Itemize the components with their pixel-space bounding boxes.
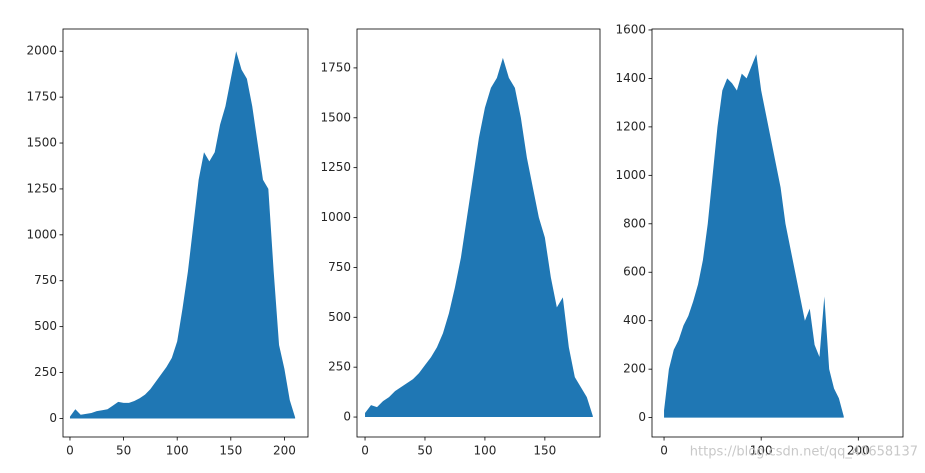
y-tick-label: 1500 (320, 110, 351, 124)
x-tick-label: 0 (66, 444, 74, 458)
x-tick-label: 100 (473, 444, 496, 458)
y-tick-label: 0 (638, 410, 646, 424)
y-tick-label: 1000 (615, 168, 646, 182)
axes-frame (651, 28, 904, 438)
y-tick-label: 750 (34, 273, 57, 287)
y-tick-label: 1750 (320, 60, 351, 74)
x-tick-label: 150 (219, 444, 242, 458)
y-tick-label: 1400 (615, 71, 646, 85)
x-tick-label: 0 (660, 444, 668, 458)
y-tick-label: 500 (328, 310, 351, 324)
histogram-area (664, 54, 844, 418)
x-tick-label: 0 (361, 444, 369, 458)
x-tick-label: 100 (750, 444, 773, 458)
y-tick-label: 1250 (26, 181, 57, 195)
y-tick-label: 1200 (615, 119, 646, 133)
y-tick-label: 200 (623, 362, 646, 376)
y-tick-label: 600 (623, 265, 646, 279)
histogram-area (69, 51, 296, 419)
axes-frame (356, 28, 601, 438)
watermark: https://blog.csdn.net/qq_40658137 (690, 445, 918, 460)
x-tick-label: 200 (273, 444, 296, 458)
y-tick-label: 750 (328, 260, 351, 274)
y-tick-label: 0 (343, 410, 351, 424)
y-tick-label: 400 (623, 313, 646, 327)
y-tick-label: 0 (49, 411, 57, 425)
y-tick-label: 1000 (26, 227, 57, 241)
y-tick-label: 250 (328, 360, 351, 374)
x-tick-label: 50 (417, 444, 432, 458)
y-tick-label: 1750 (26, 90, 57, 104)
y-tick-label: 1500 (26, 136, 57, 150)
y-tick-label: 2000 (26, 44, 57, 58)
y-tick-label: 1600 (615, 22, 646, 36)
axes-frame (62, 28, 309, 438)
x-tick-label: 150 (533, 444, 556, 458)
y-tick-label: 250 (34, 365, 57, 379)
histogram-area (365, 57, 593, 418)
x-tick-label: 50 (116, 444, 131, 458)
y-tick-label: 800 (623, 216, 646, 230)
y-tick-label: 500 (34, 319, 57, 333)
x-tick-label: 100 (166, 444, 189, 458)
y-tick-label: 1000 (320, 210, 351, 224)
x-tick-label: 200 (847, 444, 870, 458)
y-tick-label: 1250 (320, 160, 351, 174)
